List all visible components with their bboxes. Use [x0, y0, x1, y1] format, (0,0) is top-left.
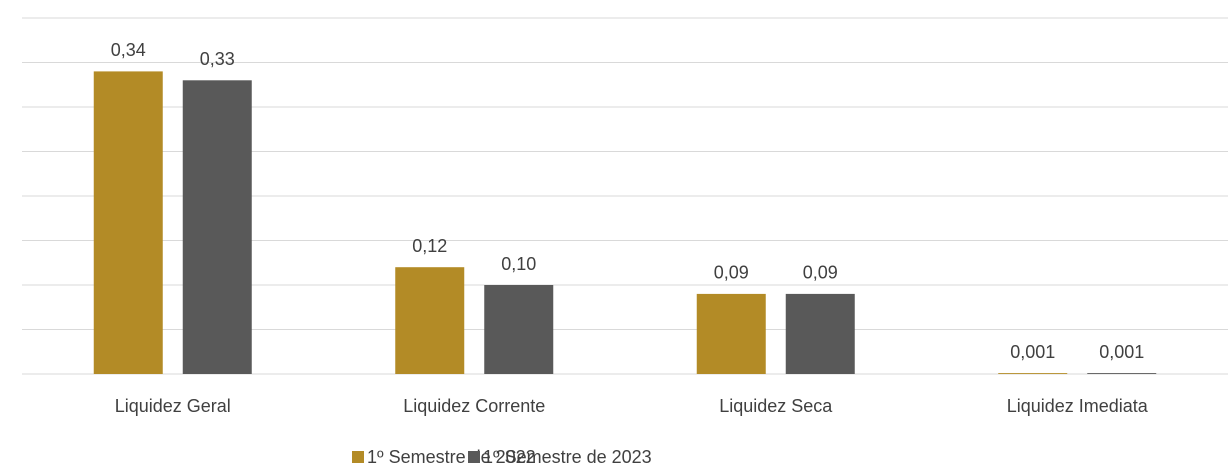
x-tick-label: Liquidez Imediata: [1007, 396, 1149, 416]
legend-label: 1º Semestre de 2023: [483, 447, 652, 467]
x-tick-label: Liquidez Seca: [719, 396, 833, 416]
legend-swatch: [468, 451, 480, 463]
bar: [93, 71, 163, 375]
data-label: 0,09: [714, 263, 749, 283]
bar: [696, 293, 766, 374]
data-label: 0,12: [412, 236, 447, 256]
legend-label: 1º Semestre de 2022: [367, 447, 536, 467]
bar: [182, 80, 252, 375]
data-label: 0,09: [803, 263, 838, 283]
data-label: 0,001: [1010, 342, 1055, 362]
bar: [1087, 373, 1157, 374]
data-label: 0,33: [200, 49, 235, 69]
data-label: 0,34: [111, 40, 146, 60]
data-label: 0,001: [1099, 342, 1144, 362]
bar: [395, 267, 465, 374]
bar: [484, 285, 554, 374]
bar: [998, 373, 1068, 374]
bar: [785, 293, 855, 374]
x-tick-label: Liquidez Corrente: [403, 396, 545, 416]
legend-swatch: [352, 451, 364, 463]
data-label: 0,10: [501, 254, 536, 274]
x-tick-label: Liquidez Geral: [115, 396, 231, 416]
